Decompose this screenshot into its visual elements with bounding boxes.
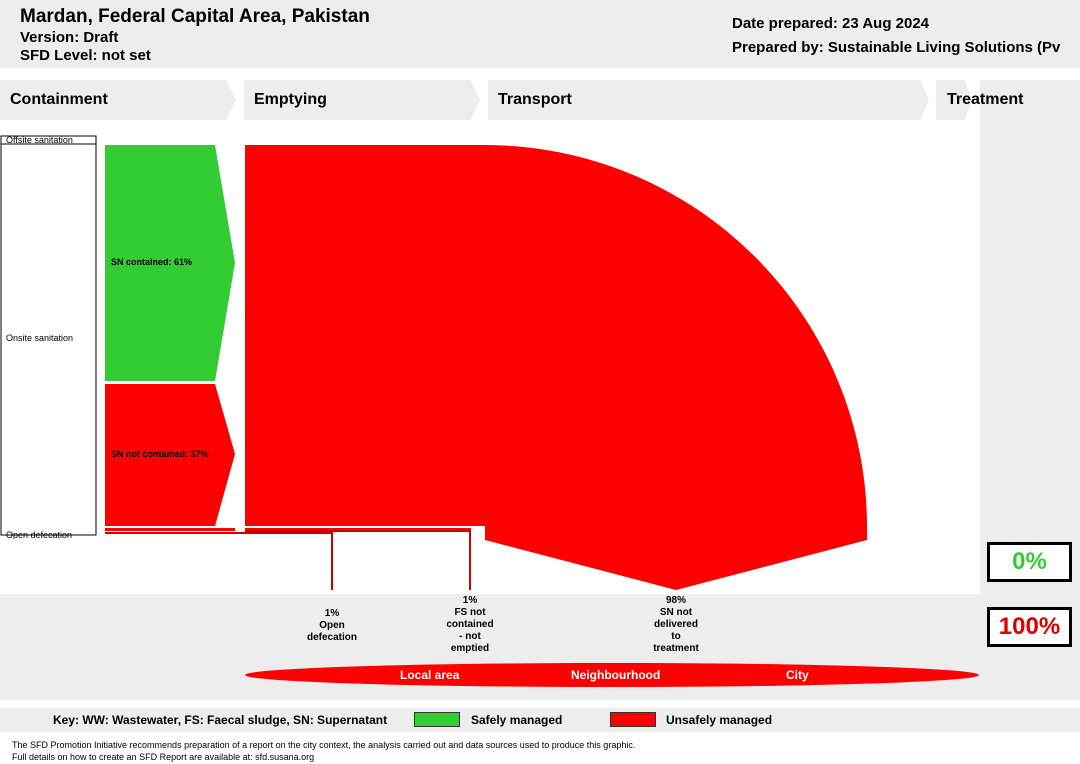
safely-managed-total: 0% <box>987 542 1072 582</box>
unsafely-managed-total: 100% <box>987 607 1072 647</box>
header-band <box>0 0 1080 68</box>
footer-line-1: The SFD Promotion Initiative recommends … <box>12 740 636 750</box>
key-band <box>0 708 1080 732</box>
stage-emptying: Emptying <box>244 80 480 120</box>
sn-contained-label: SN contained: 61% <box>111 257 193 267</box>
date-prepared: Date prepared: 23 Aug 2024 <box>732 15 930 32</box>
outcome-open-defecation: 1% Open defecation <box>306 608 357 643</box>
safe-label: Safely managed <box>471 713 563 727</box>
stage-treatment: Treatment <box>947 91 1024 108</box>
sn-not-contained-flow <box>105 384 235 526</box>
sfd-level-label: SFD Level: not set <box>20 47 151 64</box>
prepared-by: Prepared by: Sustainable Living Solution… <box>732 39 1061 56</box>
scale-ellipse <box>245 663 979 687</box>
outcome-fs-not-contained: 1% FS not contained - not emptied <box>446 595 494 654</box>
open-defecation-flow <box>105 528 235 531</box>
safe-swatch <box>414 712 460 727</box>
unsafe-label: Unsafely managed <box>666 713 773 727</box>
sn-not-contained-label: SN not contained: 37% <box>111 449 209 459</box>
scale-neighbourhood: Neighbourhood <box>571 668 661 682</box>
fs-not-contained-line <box>245 530 471 590</box>
key-legend-text: Key: WW: Wastewater, FS: Faecal sludge, … <box>53 713 388 727</box>
stage-transport: Transport <box>488 80 929 120</box>
offsite-label: Offsite sanitation <box>6 135 73 144</box>
fs-not-contained-flow <box>245 528 471 531</box>
version-label: Version: Draft <box>20 29 119 46</box>
outcome-sn-not-delivered: 98% SN not delivered to treatment <box>653 595 699 654</box>
stage-containment: Containment <box>0 80 236 120</box>
scale-city: City <box>786 668 809 682</box>
sn-not-delivered-flow <box>245 145 867 590</box>
open-defecation-line <box>105 532 333 590</box>
onsite-label: Onsite sanitation <box>6 333 74 343</box>
scale-local: Local area <box>400 668 460 682</box>
page-title: Mardan, Federal Capital Area, Pakistan <box>20 6 370 27</box>
sn-contained-flow <box>105 145 235 381</box>
onsite-box <box>0 143 97 536</box>
footer-line-2: Full details on how to create an SFD Rep… <box>12 752 315 762</box>
stage-transport-arrow-tail <box>936 80 972 120</box>
unsafe-swatch <box>610 712 656 727</box>
treatment-column <box>980 80 1080 594</box>
open-defecation-label: Open defecation <box>6 530 73 539</box>
